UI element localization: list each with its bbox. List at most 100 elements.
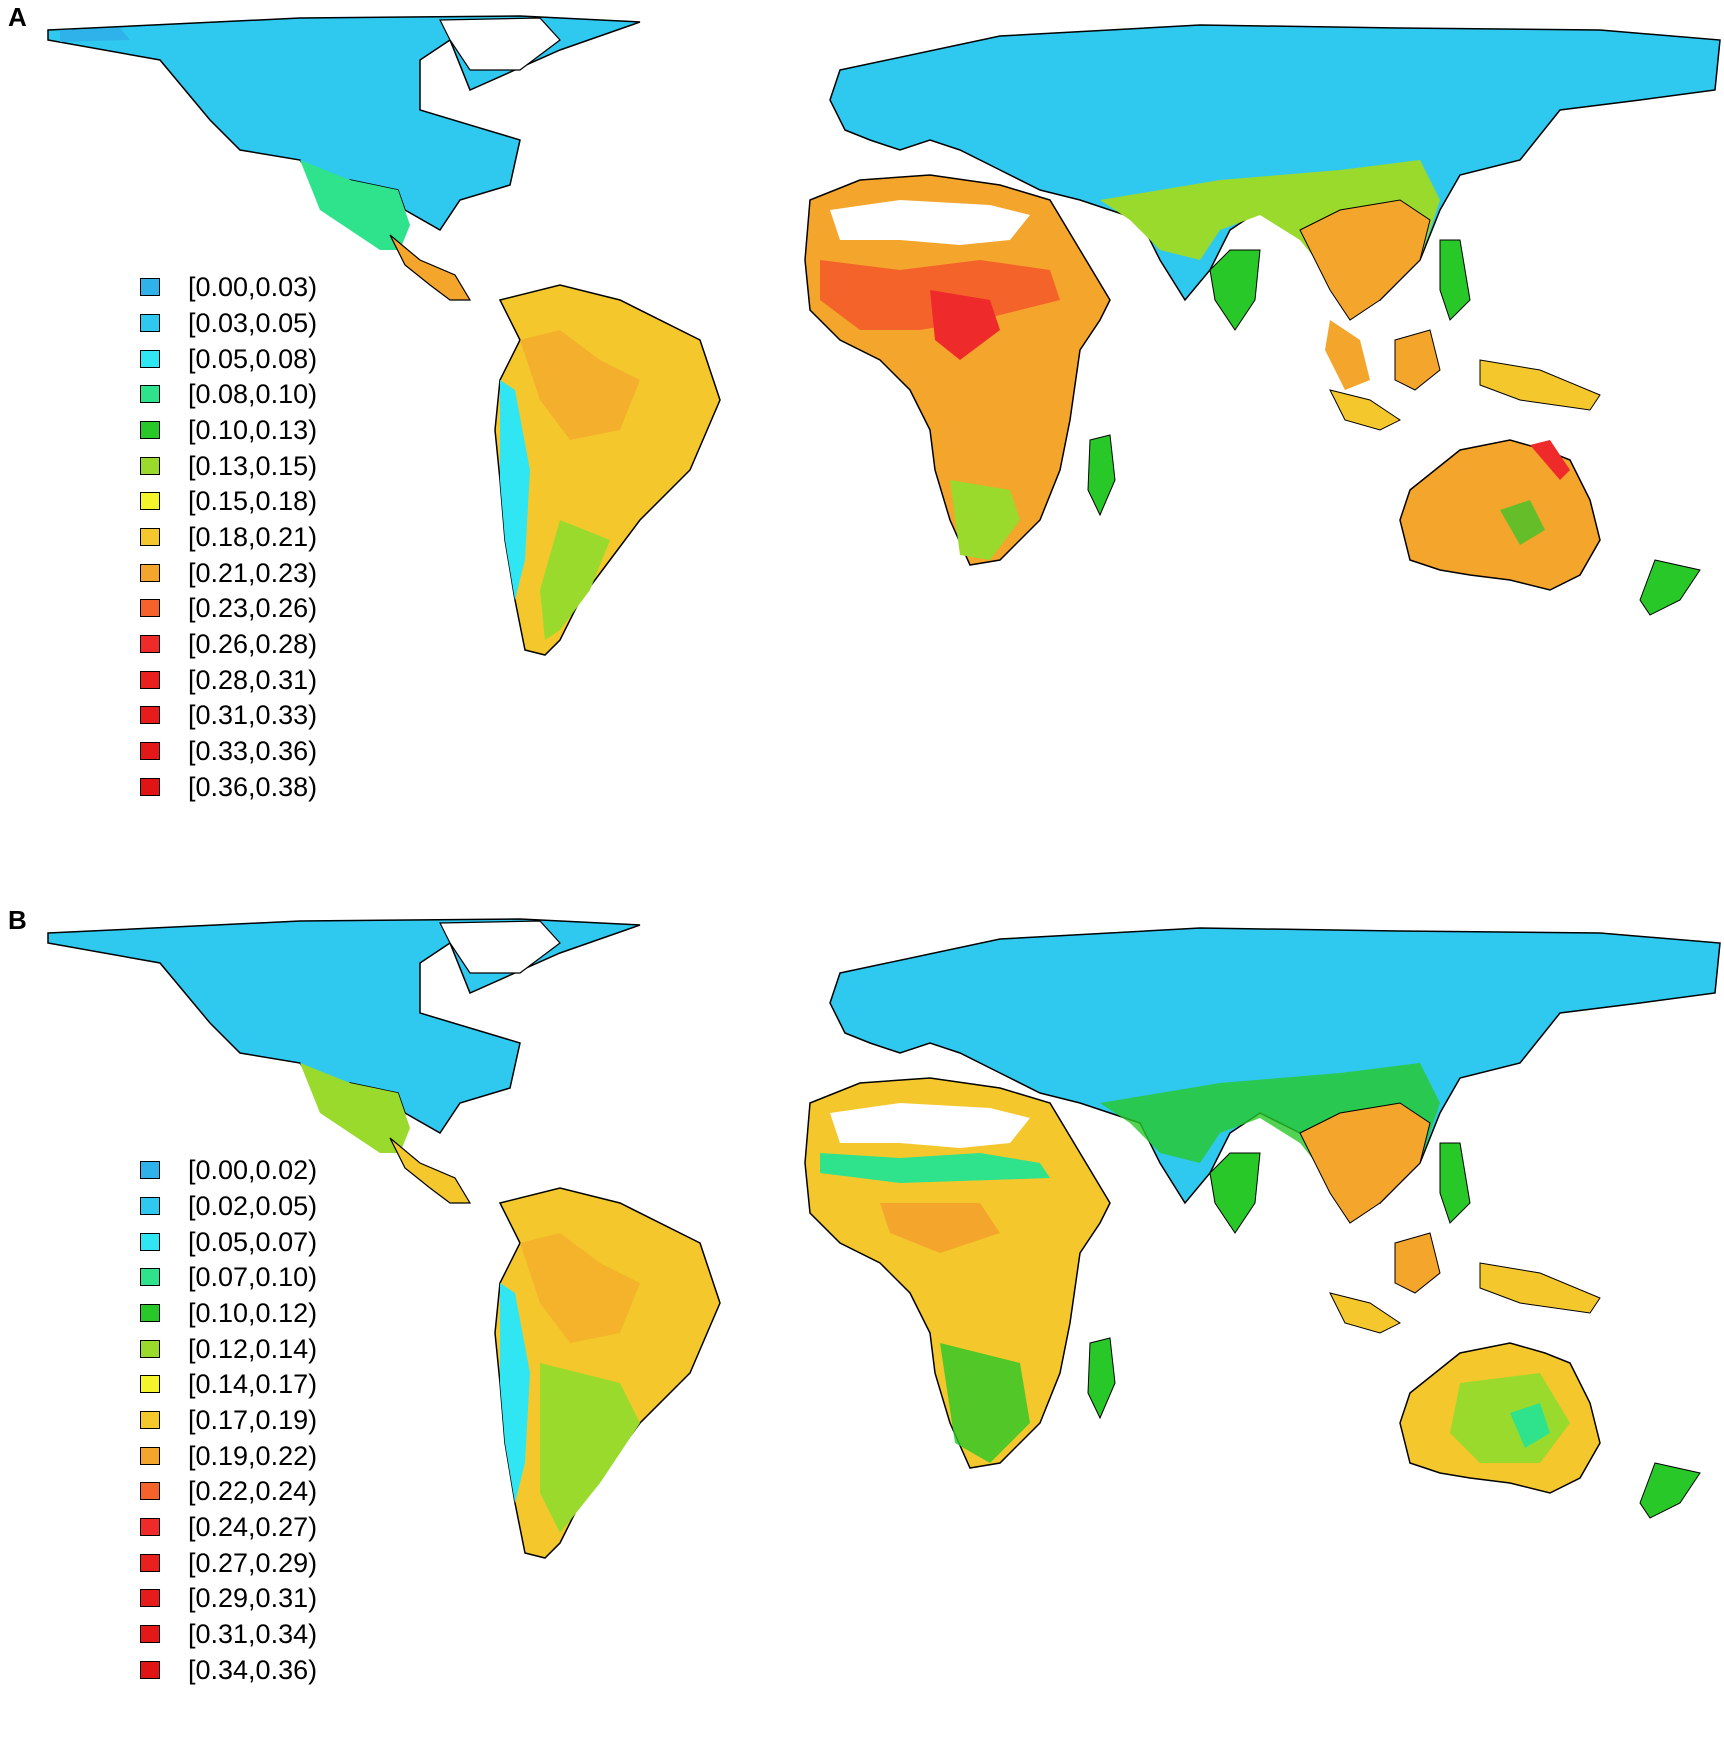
- legend-label: [0.29,0.31): [188, 1583, 318, 1613]
- legend-item: [0.31,0.33): [140, 700, 360, 736]
- legend-swatch: [140, 635, 160, 653]
- legend-label: [0.10,0.12): [188, 1298, 318, 1328]
- legend-swatch: [140, 1268, 160, 1286]
- legend-item: [0.36,0.38): [140, 772, 360, 808]
- legend-label: [0.28,0.31): [188, 665, 318, 695]
- legend-label: [0.27,0.29): [188, 1548, 318, 1578]
- legend-swatch: [140, 1447, 160, 1465]
- legend-item: [0.17,0.19): [140, 1405, 360, 1441]
- legend-item: [0.28,0.31): [140, 665, 360, 701]
- legend-item: [0.02,0.05): [140, 1191, 360, 1227]
- legend-label: [0.18,0.21): [188, 522, 318, 552]
- legend-label: [0.21,0.23): [188, 558, 318, 588]
- legend-swatch: [140, 706, 160, 724]
- legend-swatch: [140, 278, 160, 296]
- legend-swatch: [140, 1375, 160, 1393]
- legend-item: [0.10,0.12): [140, 1298, 360, 1334]
- legend-label: [0.15,0.18): [188, 486, 318, 516]
- legend-swatch: [140, 1661, 160, 1679]
- legend-label: [0.17,0.19): [188, 1405, 318, 1435]
- eurasia-b: [829, 927, 1721, 1234]
- legend-item: [0.31,0.34): [140, 1619, 360, 1655]
- legend-swatch: [140, 564, 160, 582]
- panel-label: B: [8, 905, 27, 935]
- legend-label: [0.00,0.02): [188, 1155, 318, 1185]
- africa-a: [804, 174, 1116, 566]
- north-america-a: [47, 15, 641, 301]
- legend-item: [0.10,0.13): [140, 415, 360, 451]
- legend-item: [0.05,0.07): [140, 1227, 360, 1263]
- legend-item: [0.05,0.08): [140, 344, 360, 380]
- world-map-b: [47, 918, 1721, 1559]
- legend-swatch: [140, 778, 160, 796]
- legend-swatch: [140, 1482, 160, 1500]
- legend-item: [0.12,0.14): [140, 1334, 360, 1370]
- legend-label: [0.36,0.38): [188, 772, 318, 802]
- world-map-a: [47, 15, 1721, 656]
- legend-item: [0.27,0.29): [140, 1548, 360, 1584]
- australia-a: [1399, 439, 1701, 616]
- legend-item: [0.00,0.02): [140, 1155, 360, 1191]
- legend-swatch: [140, 1554, 160, 1572]
- legend-item: [0.18,0.21): [140, 522, 360, 558]
- legend-swatch: [140, 1161, 160, 1179]
- legend-label: [0.08,0.10): [188, 379, 318, 409]
- legend-label: [0.10,0.13): [188, 415, 318, 445]
- africa-b: [804, 1077, 1116, 1469]
- legend-swatch: [140, 742, 160, 760]
- legend-label: [0.31,0.33): [188, 700, 318, 730]
- legend-swatch: [140, 457, 160, 475]
- eurasia-a: [829, 24, 1721, 390]
- legend-item: [0.23,0.26): [140, 593, 360, 629]
- legend-label: [0.03,0.05): [188, 308, 318, 338]
- australia-b: [1399, 1342, 1701, 1519]
- legend-swatch: [140, 1625, 160, 1643]
- legend-swatch: [140, 350, 160, 368]
- legend-item: [0.15,0.18): [140, 486, 360, 522]
- panel-label: A: [8, 2, 27, 32]
- legend-swatch: [140, 385, 160, 403]
- legend-label: [0.13,0.15): [188, 451, 318, 481]
- legend-swatch: [140, 528, 160, 546]
- legend-item: [0.13,0.15): [140, 451, 360, 487]
- legend-label: [0.14,0.17): [188, 1369, 318, 1399]
- legend-label: [0.23,0.26): [188, 593, 318, 623]
- south-america-b: [494, 1187, 721, 1559]
- north-america-b: [47, 918, 641, 1204]
- legend-item: [0.29,0.31): [140, 1583, 360, 1619]
- legend-label: [0.26,0.28): [188, 629, 318, 659]
- legend-item: [0.03,0.05): [140, 308, 360, 344]
- legend-item: [0.26,0.28): [140, 629, 360, 665]
- legend-label: [0.31,0.34): [188, 1619, 318, 1649]
- legend-item: [0.08,0.10): [140, 379, 360, 415]
- legend-label: [0.07,0.10): [188, 1262, 318, 1292]
- map-panel-a: A [0.00,0.03) [0.03,0.05) [0.05,0.08) [0…: [0, 0, 1724, 861]
- legend-label: [0.22,0.24): [188, 1476, 318, 1506]
- legend-item: [0.14,0.17): [140, 1369, 360, 1405]
- se-asia-islands-b: [1329, 1142, 1601, 1334]
- legend-swatch: [140, 314, 160, 332]
- legend-swatch: [140, 599, 160, 617]
- legend-swatch: [140, 1233, 160, 1251]
- legend-item: [0.19,0.22): [140, 1441, 360, 1477]
- south-america-a: [494, 284, 721, 656]
- legend-item: [0.00,0.03): [140, 272, 360, 308]
- map-panel-b: B [0.00,0.02) [0.02,0.05) [0.05,0.07) [0…: [0, 903, 1724, 1764]
- legend-label: [0.24,0.27): [188, 1512, 318, 1542]
- legend-item: [0.33,0.36): [140, 736, 360, 772]
- legend-label: [0.05,0.07): [188, 1227, 318, 1257]
- legend-item: [0.34,0.36): [140, 1655, 360, 1691]
- legend-swatch: [140, 1518, 160, 1536]
- legend-label: [0.33,0.36): [188, 736, 318, 766]
- legend-swatch: [140, 1589, 160, 1607]
- legend-label: [0.02,0.05): [188, 1191, 318, 1221]
- legend-label: [0.00,0.03): [188, 272, 318, 302]
- legend-label: [0.34,0.36): [188, 1655, 318, 1685]
- legend-swatch: [140, 421, 160, 439]
- legend-swatch: [140, 492, 160, 510]
- legend-item: [0.24,0.27): [140, 1512, 360, 1548]
- legend-label: [0.19,0.22): [188, 1441, 318, 1471]
- legend-item: [0.22,0.24): [140, 1476, 360, 1512]
- legend-item: [0.07,0.10): [140, 1262, 360, 1298]
- legend-label: [0.12,0.14): [188, 1334, 318, 1364]
